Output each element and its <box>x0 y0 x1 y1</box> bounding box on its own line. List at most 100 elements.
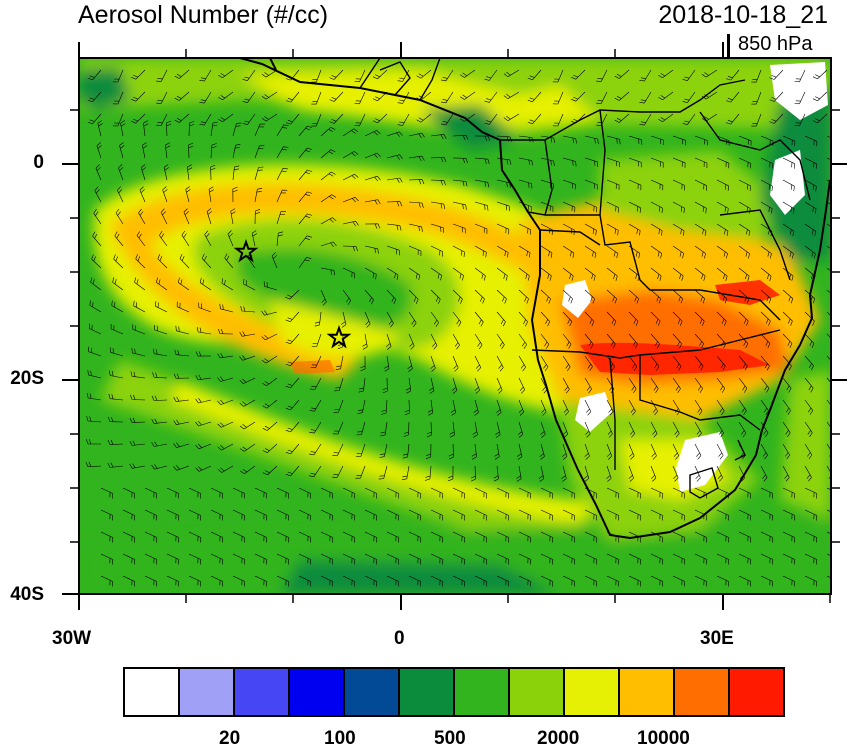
wind-barb <box>166 509 180 521</box>
wind-barb <box>794 69 806 83</box>
wind-barb <box>416 91 432 101</box>
wind-barb <box>628 333 638 349</box>
wind-barb <box>738 201 751 214</box>
wind-barb <box>298 125 313 137</box>
wind-barb <box>760 487 774 499</box>
wind-barb <box>751 91 762 105</box>
wind-barb <box>93 209 102 225</box>
wind-barb <box>804 267 816 281</box>
wind-barb <box>378 465 388 480</box>
wind-barb <box>240 443 256 452</box>
wind-barb <box>650 201 663 214</box>
wind-barb <box>606 553 620 565</box>
wind-barb <box>254 553 268 565</box>
wind-barb <box>261 69 278 78</box>
wind-barb <box>562 135 577 144</box>
wind-barb <box>496 245 509 258</box>
wind-barb <box>518 399 524 416</box>
colorbar-swatch <box>123 667 180 717</box>
wind-barb <box>112 113 124 127</box>
wind-barb <box>218 113 234 123</box>
wind-barb <box>716 465 723 482</box>
wind-barb <box>320 531 334 543</box>
colorbar-swatch <box>343 667 400 717</box>
wind-barb <box>342 267 356 279</box>
wind-barb <box>144 487 158 499</box>
wind-barb <box>584 443 590 460</box>
wind-barb <box>405 377 412 394</box>
wind-barb <box>628 399 636 416</box>
wind-barb <box>210 143 217 159</box>
colorbar <box>123 667 785 717</box>
wind-barb <box>804 421 813 437</box>
wind-barb <box>804 531 818 543</box>
wind-barb <box>334 377 344 392</box>
wind-barb <box>208 186 214 203</box>
wind-barb <box>130 371 146 379</box>
wind-barb <box>738 377 748 393</box>
wind-barb <box>254 209 261 225</box>
wind-barb <box>738 487 752 499</box>
wind-barb <box>218 91 234 101</box>
wind-barb <box>826 575 831 579</box>
plot-frame <box>62 42 847 610</box>
wind-barb <box>364 575 378 587</box>
wind-barb <box>694 267 706 281</box>
wind-barb <box>639 91 652 104</box>
wind-barb <box>276 509 290 521</box>
wind-barb <box>584 179 598 190</box>
wind-barb <box>261 91 278 100</box>
wind-barb <box>760 311 771 326</box>
wind-barb <box>694 201 707 214</box>
wind-barb <box>87 69 102 81</box>
wind-barb <box>309 421 322 434</box>
wind-barb <box>606 157 620 168</box>
wind-barb <box>88 346 102 357</box>
wind-barb <box>450 399 456 416</box>
wind-barb <box>716 289 728 304</box>
wind-barb <box>358 377 366 393</box>
wind-barb <box>760 443 768 460</box>
wind-barb <box>440 113 454 126</box>
wind-barb <box>298 531 312 543</box>
wind-barb <box>109 370 124 379</box>
aerosol-field <box>79 58 831 594</box>
wind-barb <box>320 149 336 159</box>
wind-barb <box>119 142 125 159</box>
level-separator <box>727 34 730 58</box>
wind-barb <box>354 113 366 127</box>
wind-barb <box>606 245 619 259</box>
wind-barb <box>342 128 359 137</box>
wind-barb <box>606 179 620 190</box>
wind-barb <box>210 531 224 543</box>
wind-barb <box>694 179 707 191</box>
wind-barb <box>173 396 190 402</box>
wind-barb <box>672 531 686 543</box>
wind-barb <box>672 223 685 236</box>
wind-barb <box>112 69 124 83</box>
wind-barb <box>355 443 366 457</box>
wind-barb <box>429 377 435 394</box>
wind-barb <box>562 399 569 416</box>
wind-barb <box>452 267 464 281</box>
wind-barb <box>144 553 158 565</box>
wind-barb <box>650 333 660 349</box>
wind-barb <box>584 531 598 543</box>
wind-barb <box>448 443 454 460</box>
wind-barb <box>88 323 102 335</box>
wind-barb <box>218 328 234 335</box>
wind-barb <box>210 487 224 499</box>
wind-barb <box>86 393 102 401</box>
wind-barb <box>94 186 102 203</box>
wind-barb <box>342 245 358 252</box>
wind-barb <box>183 208 190 225</box>
wind-barb <box>408 132 425 139</box>
wind-barb <box>114 231 124 247</box>
wind-barb <box>760 421 769 438</box>
wind-barb <box>100 509 114 521</box>
wind-barb <box>386 177 403 183</box>
wind-barb <box>134 277 146 291</box>
wind-barb <box>484 91 498 103</box>
wind-barb <box>384 355 390 372</box>
wind-barb <box>518 311 528 327</box>
